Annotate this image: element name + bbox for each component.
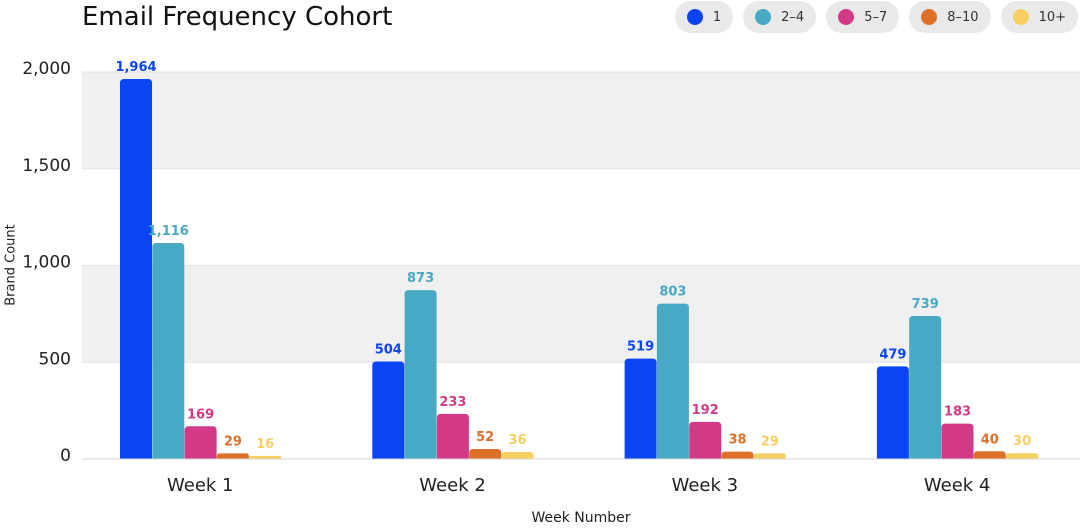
bar[interactable]	[689, 421, 722, 459]
data-label: 30	[1013, 434, 1031, 449]
bar[interactable]	[624, 358, 657, 459]
bar[interactable]	[216, 453, 249, 459]
x-tick-label: Week 4	[924, 475, 991, 496]
bar[interactable]	[404, 290, 437, 459]
bar[interactable]	[184, 426, 217, 459]
legend-swatch-icon	[755, 9, 772, 25]
y-tick-label: 500	[39, 349, 71, 369]
data-label: 504	[375, 342, 402, 357]
legend-swatch-icon	[921, 9, 938, 25]
bar[interactable]	[501, 452, 534, 459]
y-tick-label: 2,000	[22, 59, 71, 79]
grid-band	[82, 72, 1080, 169]
legend-label: 2–4	[781, 9, 805, 25]
x-tick-label: Week 3	[672, 475, 739, 496]
x-tick-label: Week 1	[167, 475, 234, 496]
bar[interactable]	[120, 78, 152, 459]
data-label: 16	[256, 437, 274, 452]
data-label: 739	[912, 297, 939, 312]
data-label: 36	[508, 433, 526, 448]
data-label: 192	[692, 403, 719, 418]
legend-item-2-4[interactable]: 2–4	[743, 1, 817, 33]
chart-title: Email Frequency Cohort	[82, 2, 393, 32]
bar[interactable]	[973, 451, 1006, 459]
data-label: 1,964	[115, 60, 156, 75]
legend-swatch-icon	[838, 9, 855, 25]
bar[interactable]	[876, 366, 909, 459]
data-label: 40	[981, 432, 999, 447]
legend-swatch-icon	[686, 9, 703, 25]
data-label: 233	[439, 395, 466, 410]
legend: 1 2–4 5–7 8–10 10+	[674, 0, 1078, 34]
legend-swatch-icon	[1012, 9, 1029, 25]
legend-label: 5–7	[864, 9, 888, 25]
legend-label: 8–10	[947, 9, 979, 25]
data-label: 479	[879, 347, 906, 362]
data-label: 1,116	[148, 224, 189, 239]
legend-label: 1	[712, 9, 722, 25]
y-axis-title: Brand Count	[3, 224, 19, 306]
y-tick-label: 1,000	[22, 253, 71, 273]
legend-label: 10+	[1038, 9, 1066, 25]
data-label: 29	[224, 434, 242, 449]
y-tick-label: 1,500	[22, 156, 71, 176]
data-label: 52	[476, 430, 494, 445]
data-label: 38	[728, 433, 746, 448]
bar[interactable]	[372, 361, 405, 459]
bar[interactable]	[152, 243, 185, 459]
legend-item-1[interactable]: 1	[674, 1, 734, 33]
data-label: 873	[407, 271, 434, 286]
x-axis-title: Week Number	[531, 510, 631, 526]
bar[interactable]	[941, 423, 974, 459]
legend-item-5-7[interactable]: 5–7	[826, 1, 900, 33]
y-tick-label: 0	[60, 446, 71, 466]
data-label: 169	[187, 407, 214, 422]
bar[interactable]	[656, 303, 689, 459]
data-label: 183	[944, 405, 971, 420]
legend-item-8-10[interactable]: 8–10	[909, 1, 991, 33]
data-label: 803	[659, 285, 686, 300]
legend-item-10-plus[interactable]: 10+	[1000, 1, 1078, 33]
bar[interactable]	[909, 316, 942, 459]
x-tick-label: Week 2	[419, 475, 486, 496]
bar[interactable]	[1006, 453, 1039, 459]
bar[interactable]	[249, 455, 282, 459]
bar[interactable]	[721, 451, 754, 459]
data-label: 519	[627, 340, 654, 355]
bar[interactable]	[753, 453, 786, 459]
bar[interactable]	[469, 448, 502, 459]
bar[interactable]	[436, 413, 469, 459]
data-label: 29	[761, 434, 779, 449]
